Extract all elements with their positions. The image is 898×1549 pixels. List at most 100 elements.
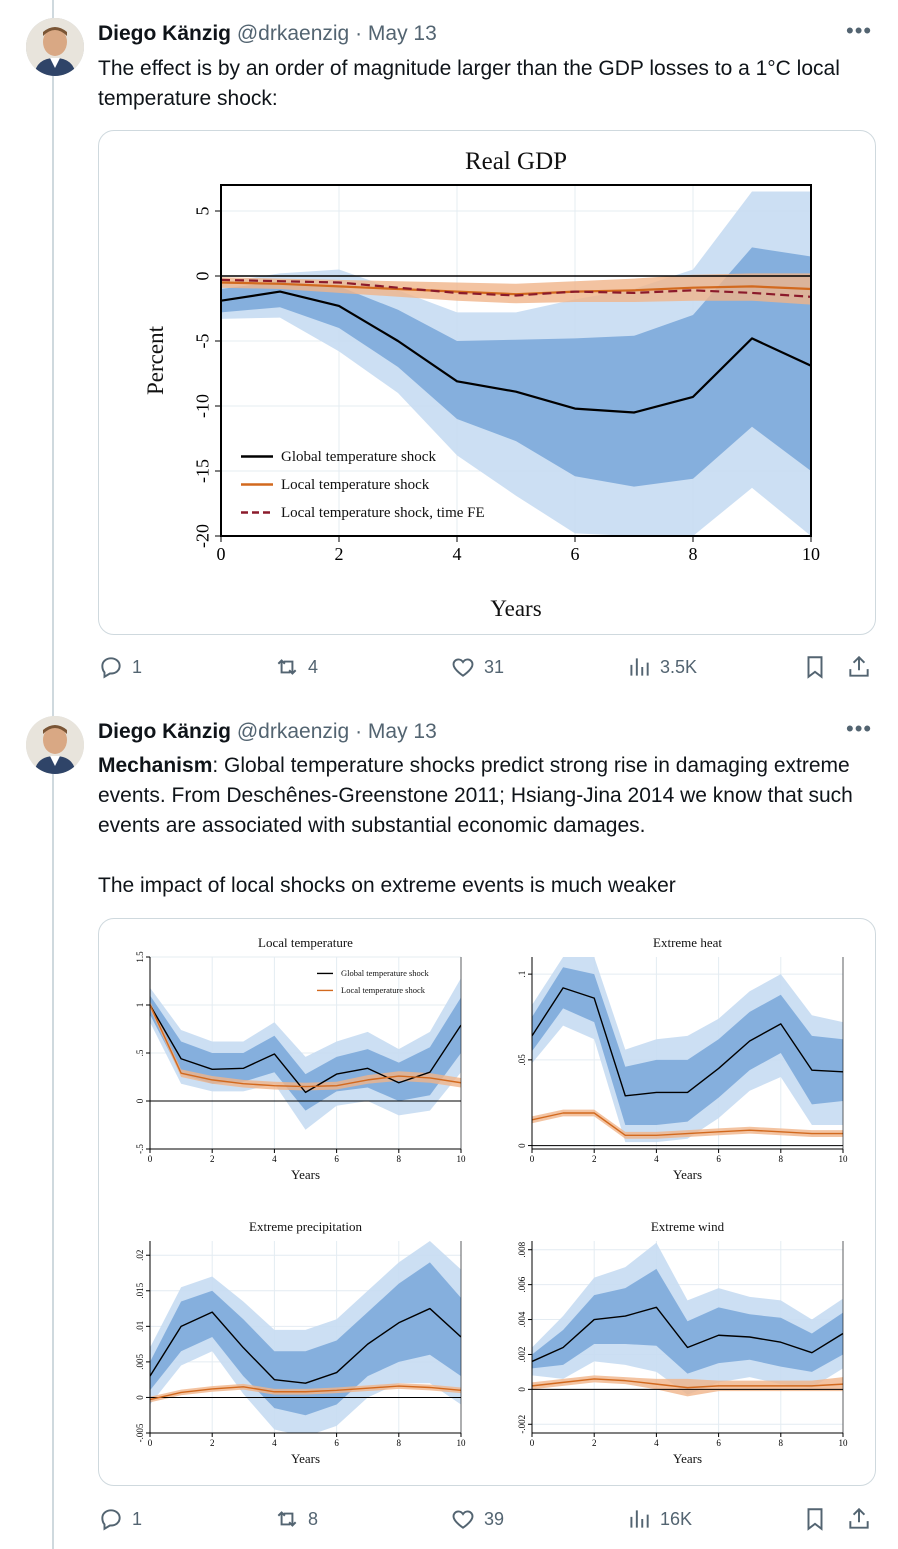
y-tick-label: .005 <box>135 1354 145 1370</box>
share-icon <box>849 655 869 677</box>
y-tick-label: 5 <box>193 207 213 216</box>
y-tick-label: 0 <box>517 1143 527 1148</box>
chart-panel-2: 0 2 4 6 8 10 .1 .05 0 Extreme heat Years <box>517 935 848 1182</box>
tweet-text-rest: : Global temperature shocks predict stro… <box>98 754 853 837</box>
avatar[interactable] <box>26 716 84 774</box>
like-count: 31 <box>484 656 505 677</box>
legend-label: Global temperature shock <box>281 449 436 465</box>
plot-frame <box>220 184 812 537</box>
views-button[interactable]: 3.5K <box>626 650 697 684</box>
series-line-0 <box>150 1307 461 1384</box>
y-tick-label: -20 <box>193 524 213 548</box>
views-button[interactable]: 16K <box>626 1502 692 1536</box>
repost-button[interactable]: 8 <box>274 1502 318 1536</box>
series-line-1 <box>532 1378 843 1389</box>
tweet-text-body: The effect is by an order of magnitude l… <box>98 57 840 110</box>
series-line-1 <box>150 1385 461 1401</box>
plot-area <box>532 1242 843 1397</box>
bookmark-icon <box>807 1508 823 1531</box>
x-tick-label: 2 <box>210 1438 215 1448</box>
y-tick-label: .002 <box>517 1347 527 1363</box>
repost-button[interactable]: 4 <box>274 650 318 684</box>
y-tick-label: .015 <box>135 1282 145 1298</box>
x-tick-label: 8 <box>397 1154 402 1164</box>
reply-count: 1 <box>132 1508 143 1529</box>
x-tick-label: 2 <box>210 1154 215 1164</box>
x-tick-label: 10 <box>839 1154 849 1164</box>
author-handle[interactable]: @drkaenzig <box>236 22 350 45</box>
views-icon <box>630 658 649 676</box>
share-button[interactable] <box>846 1502 872 1536</box>
share-button[interactable] <box>846 650 872 684</box>
confidence-band-68 <box>221 247 811 487</box>
avatar[interactable] <box>26 18 84 76</box>
author-name[interactable]: Diego Känzig <box>98 720 232 743</box>
more-icon[interactable]: ••• <box>846 716 873 741</box>
x-tick-label: 8 <box>779 1438 784 1448</box>
y-tick-label: 0 <box>135 1395 145 1400</box>
tweet-date[interactable]: · May 13 <box>355 22 437 45</box>
bookmark-button[interactable] <box>802 1502 828 1536</box>
tweet-date[interactable]: · May 13 <box>355 720 437 743</box>
series-line-0 <box>150 1004 461 1094</box>
like-button[interactable]: 39 <box>450 1502 504 1536</box>
chart-title: Extreme wind <box>651 1219 725 1234</box>
legend-label: Local temperature shock <box>281 477 430 493</box>
x-tick-label: 6 <box>571 544 580 564</box>
tweet-media[interactable]: 0 2 4 6 8 10 1.5 1.5 0 -.5 Local temperature Years G… <box>98 918 876 1486</box>
chart-title: Real GDP <box>465 148 567 175</box>
series-line-0 <box>532 1306 843 1363</box>
chart-real-gdp: 0 2 4 6 8 10 5 0 -5 -10 -15 -20 Real GDP Years Percent… <box>143 148 820 621</box>
confidence-band-68 <box>532 1268 843 1374</box>
x-tick-label: 10 <box>457 1154 467 1164</box>
y-tick-label: -.002 <box>517 1415 527 1434</box>
plot-area <box>150 1241 461 1433</box>
tweet-actions: 1 8 39 16K <box>98 1502 878 1536</box>
x-axis-label: Years <box>291 1451 320 1466</box>
bookmark-button[interactable] <box>802 650 828 684</box>
y-tick-label: .05 <box>517 1054 527 1066</box>
x-tick-label: 2 <box>592 1438 597 1448</box>
reply-button[interactable]: 1 <box>98 1502 142 1536</box>
tweet-media[interactable]: 0 2 4 6 8 10 5 0 -5 -10 -15 -20 Real GDP Years Percent… <box>98 130 876 635</box>
x-tick-label: 4 <box>654 1438 659 1448</box>
x-tick-label: 0 <box>217 544 226 564</box>
repost-icon <box>277 1511 297 1527</box>
x-tick-label: 2 <box>592 1154 597 1164</box>
author-handle[interactable]: @drkaenzig <box>236 720 350 743</box>
series-line-2 <box>221 278 811 298</box>
like-icon <box>452 1510 474 1529</box>
x-tick-label: 4 <box>272 1154 277 1164</box>
y-tick-label: .5 <box>135 1049 145 1056</box>
x-tick-label: 2 <box>335 544 344 564</box>
share-icon <box>849 1507 869 1529</box>
chart-legend: Global temperature shock Local temperatur… <box>317 968 430 995</box>
x-tick-label: 6 <box>334 1154 339 1164</box>
reply-button[interactable]: 1 <box>98 650 142 684</box>
y-tick-label: .008 <box>517 1241 527 1257</box>
confidence-band-68 <box>150 1262 461 1416</box>
x-tick-label: 10 <box>457 1438 467 1448</box>
reply-icon <box>101 657 121 679</box>
like-button[interactable]: 31 <box>450 650 504 684</box>
tweet-text-bold: Mechanism <box>98 754 213 777</box>
y-tick-label: -5 <box>193 334 213 349</box>
y-tick-label: -15 <box>193 459 213 483</box>
y-tick-label: .01 <box>135 1321 145 1332</box>
series-line-1 <box>221 281 811 296</box>
like-count: 39 <box>484 1508 505 1529</box>
x-tick-label: 8 <box>779 1154 784 1164</box>
tweet-header: Diego Känzig @drkaenzig · May 13 <box>98 718 437 746</box>
author-name[interactable]: Diego Känzig <box>98 22 232 45</box>
series-line-1 <box>532 1112 843 1136</box>
x-tick-label: 10 <box>802 544 820 564</box>
x-axis-label: Years <box>673 1167 702 1182</box>
more-icon[interactable]: ••• <box>846 18 873 43</box>
confidence-band-68 <box>221 273 811 305</box>
x-tick-label: 6 <box>334 1438 339 1448</box>
x-axis-label: Years <box>291 1167 320 1182</box>
y-tick-label: .02 <box>135 1250 145 1261</box>
